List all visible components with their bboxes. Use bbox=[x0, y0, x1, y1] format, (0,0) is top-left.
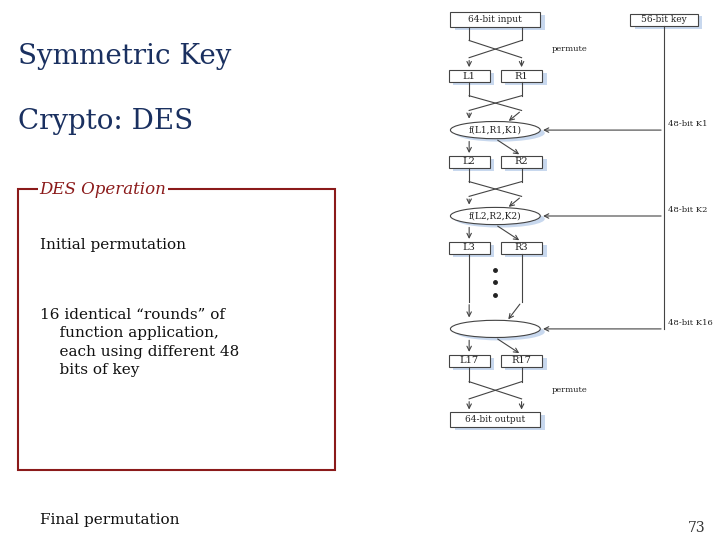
Text: f(L1,R1,K1): f(L1,R1,K1) bbox=[469, 126, 522, 134]
Text: Initial permutation: Initial permutation bbox=[40, 238, 186, 252]
Text: R3: R3 bbox=[515, 244, 528, 252]
Ellipse shape bbox=[455, 211, 545, 227]
Text: 64-bit input: 64-bit input bbox=[469, 15, 522, 24]
Text: Symmetric Key: Symmetric Key bbox=[18, 43, 231, 70]
FancyBboxPatch shape bbox=[505, 245, 546, 257]
Text: R1: R1 bbox=[515, 72, 528, 80]
Text: L3: L3 bbox=[463, 244, 476, 252]
Text: Final permutation: Final permutation bbox=[40, 513, 179, 527]
FancyBboxPatch shape bbox=[453, 159, 494, 171]
Ellipse shape bbox=[451, 320, 540, 338]
FancyBboxPatch shape bbox=[501, 70, 542, 82]
Text: 48-bit K1: 48-bit K1 bbox=[667, 120, 707, 128]
FancyBboxPatch shape bbox=[453, 357, 494, 370]
Text: permute: permute bbox=[552, 386, 588, 394]
FancyBboxPatch shape bbox=[455, 415, 545, 430]
FancyBboxPatch shape bbox=[455, 15, 545, 30]
Text: f(L2,R2,K2): f(L2,R2,K2) bbox=[469, 212, 522, 220]
Text: 48-bit K16: 48-bit K16 bbox=[667, 319, 712, 327]
Text: 48-bit K2: 48-bit K2 bbox=[667, 206, 707, 214]
FancyBboxPatch shape bbox=[451, 413, 540, 427]
Text: L17: L17 bbox=[459, 356, 479, 366]
FancyBboxPatch shape bbox=[505, 159, 546, 171]
Text: 56-bit key: 56-bit key bbox=[641, 15, 687, 24]
FancyBboxPatch shape bbox=[505, 357, 546, 370]
FancyBboxPatch shape bbox=[451, 12, 540, 27]
Text: R2: R2 bbox=[515, 158, 528, 166]
Text: 73: 73 bbox=[688, 521, 706, 535]
FancyBboxPatch shape bbox=[501, 242, 542, 254]
Ellipse shape bbox=[455, 124, 545, 141]
Text: permute: permute bbox=[552, 45, 588, 53]
Text: 16 identical “rounds” of
    function application,
    each using different 48
 : 16 identical “rounds” of function applic… bbox=[40, 308, 239, 377]
FancyBboxPatch shape bbox=[449, 156, 490, 168]
Ellipse shape bbox=[451, 207, 540, 225]
FancyBboxPatch shape bbox=[501, 355, 542, 367]
FancyBboxPatch shape bbox=[453, 245, 494, 257]
Text: L1: L1 bbox=[463, 72, 476, 80]
Ellipse shape bbox=[451, 122, 540, 139]
Ellipse shape bbox=[455, 323, 545, 340]
Text: Crypto: DES: Crypto: DES bbox=[18, 108, 193, 135]
Text: 64-bit output: 64-bit output bbox=[465, 415, 526, 424]
FancyBboxPatch shape bbox=[501, 156, 542, 168]
Text: R17: R17 bbox=[512, 356, 531, 366]
Text: DES Operation: DES Operation bbox=[40, 180, 166, 198]
FancyBboxPatch shape bbox=[630, 14, 698, 26]
FancyBboxPatch shape bbox=[634, 16, 702, 29]
FancyBboxPatch shape bbox=[505, 73, 546, 85]
FancyBboxPatch shape bbox=[449, 70, 490, 82]
FancyBboxPatch shape bbox=[449, 242, 490, 254]
FancyBboxPatch shape bbox=[449, 355, 490, 367]
FancyBboxPatch shape bbox=[453, 73, 494, 85]
Text: L2: L2 bbox=[463, 158, 476, 166]
